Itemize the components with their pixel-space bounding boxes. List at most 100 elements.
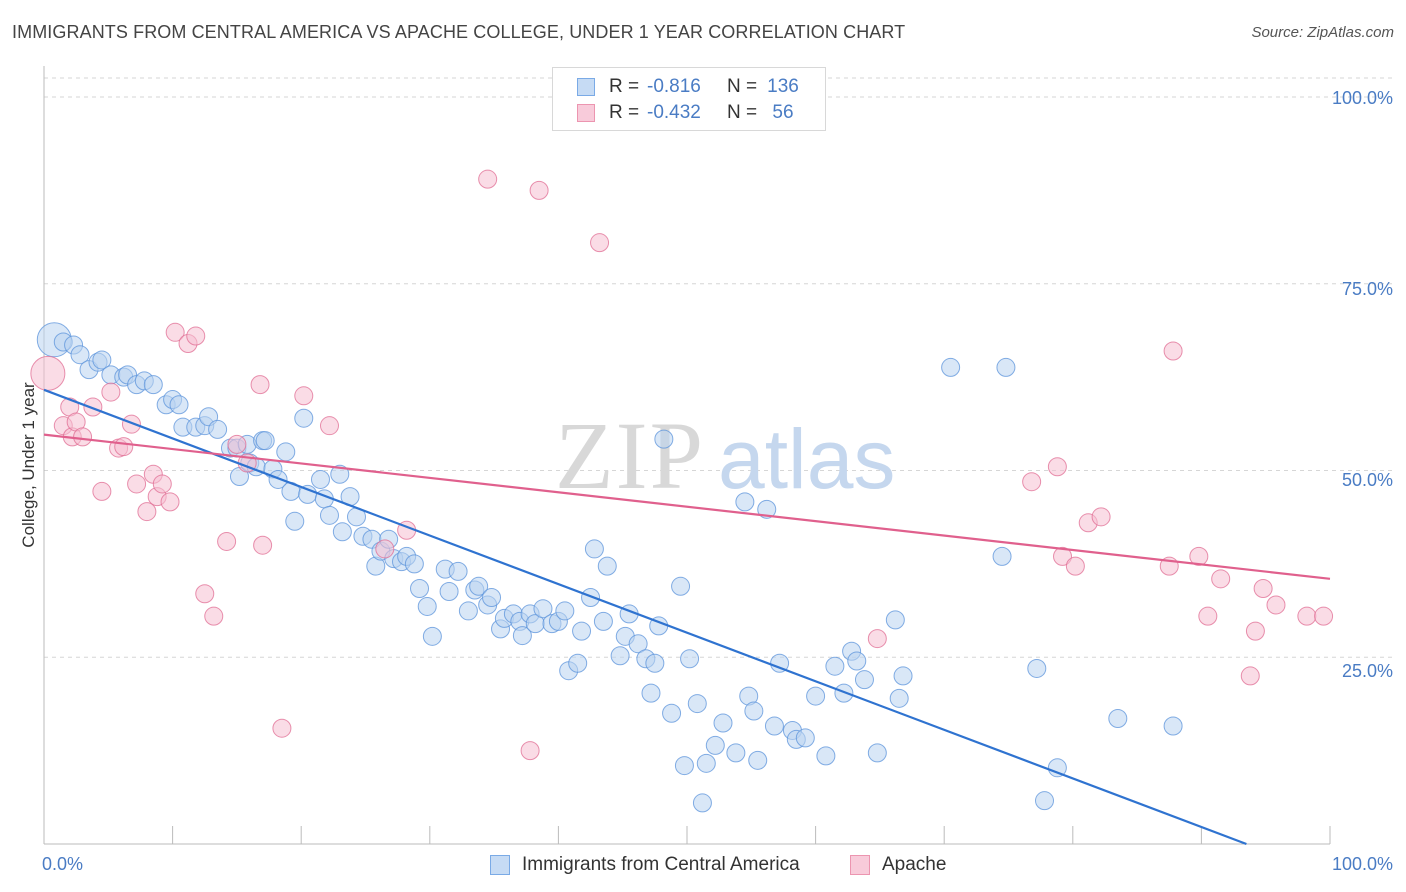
data-point-immigrants [645, 653, 665, 673]
data-point-apache [160, 492, 180, 512]
data-point-immigrants [469, 576, 489, 596]
data-point-immigrants [795, 728, 815, 748]
y-axis-label: College, Under 1 year [19, 382, 38, 548]
data-point-immigrants [593, 611, 613, 631]
data-point-immigrants [713, 713, 733, 733]
data-point-apache [250, 375, 270, 395]
trend-line-immigrants [43, 388, 1247, 846]
data-point-apache [1314, 606, 1334, 626]
data-point-immigrants [735, 492, 755, 512]
data-point-apache [227, 434, 247, 454]
series-apache-points [30, 169, 1334, 761]
gridlines [44, 77, 1392, 658]
data-point-immigrants [268, 469, 288, 489]
data-point-immigrants [748, 750, 768, 770]
legend-r-label: R = [609, 102, 640, 123]
data-point-apache [253, 535, 273, 555]
data-point-immigrants [757, 499, 777, 519]
data-point-apache [1189, 546, 1209, 566]
data-point-apache [529, 180, 549, 200]
data-point-apache [1297, 606, 1317, 626]
bottom-legend-immigrants[interactable]: Immigrants from Central America [490, 852, 800, 878]
y-tick-label-50: 50.0% [1342, 470, 1393, 490]
legend-r-label: R = [609, 76, 640, 97]
data-point-apache [92, 481, 112, 501]
data-point-immigrants [1108, 709, 1128, 729]
data-point-immigrants [439, 582, 459, 602]
data-point-apache [1198, 606, 1218, 626]
source-label: Source: ZipAtlas.com [1251, 24, 1394, 41]
data-point-immigrants [448, 561, 468, 581]
watermark-atlas: atlas [718, 412, 895, 506]
data-point-apache [217, 531, 237, 551]
correlation-legend: R = -0.816 N = 136 R = -0.432 N = 56 [552, 67, 826, 131]
data-point-immigrants [696, 753, 716, 773]
trend-line-apache [43, 433, 1331, 580]
data-point-immigrants [1027, 658, 1047, 678]
data-point-apache [867, 629, 887, 649]
data-point-apache [1065, 556, 1085, 576]
legend-row-immigrants: R = -0.816 N = 136 [577, 75, 803, 99]
series-immigrants-points [36, 322, 1183, 813]
chart-title: IMMIGRANTS FROM CENTRAL AMERICA VS APACH… [12, 22, 906, 42]
data-point-immigrants [847, 651, 867, 671]
data-point-apache [1266, 595, 1286, 615]
data-point-apache [204, 606, 224, 626]
data-point-immigrants [143, 375, 163, 395]
x-tick-label-100: 100.0% [1332, 854, 1393, 874]
data-point-immigrants [674, 756, 694, 776]
data-point-apache [294, 386, 314, 406]
data-point-immigrants [726, 743, 746, 763]
legend-n-label: N = [727, 102, 758, 123]
data-point-immigrants [404, 554, 424, 574]
data-point-apache [478, 169, 498, 189]
data-point-immigrants [816, 746, 836, 766]
data-point-immigrants [692, 793, 712, 813]
data-point-apache [137, 502, 157, 522]
data-point-immigrants [867, 743, 887, 763]
data-point-immigrants [555, 601, 575, 621]
data-point-apache [186, 326, 206, 346]
data-point-immigrants [1047, 758, 1067, 778]
data-point-apache [590, 233, 610, 253]
data-point-immigrants [1035, 791, 1055, 811]
data-point-immigrants [482, 587, 502, 607]
bottom-legend-apache[interactable]: Apache [850, 852, 946, 878]
data-point-apache [1253, 579, 1273, 599]
data-point-apache [195, 584, 215, 604]
legend-swatch-apache [577, 104, 595, 122]
axes [43, 66, 1331, 845]
data-point-apache [73, 427, 93, 447]
data-point-apache [520, 741, 540, 761]
data-point-immigrants [417, 596, 437, 616]
data-point-immigrants [458, 601, 478, 621]
data-point-immigrants [332, 522, 352, 542]
data-point-immigrants [992, 546, 1012, 566]
data-point-immigrants [825, 656, 845, 676]
legend-n-label: N = [727, 76, 758, 97]
data-point-immigrants [572, 621, 592, 641]
data-point-apache [1022, 472, 1042, 492]
data-point-immigrants [764, 716, 784, 736]
data-point-immigrants [889, 688, 909, 708]
legend-r-value: -0.816 [647, 76, 701, 97]
y-tick-label-25: 25.0% [1342, 661, 1393, 681]
data-point-apache [1211, 569, 1231, 589]
data-point-apache [319, 416, 339, 436]
data-point-immigrants [854, 670, 874, 690]
data-point-immigrants [568, 653, 588, 673]
data-point-immigrants [584, 539, 604, 559]
data-point-immigrants [893, 666, 913, 686]
data-point-immigrants [628, 634, 648, 654]
data-point-apache [272, 718, 292, 738]
data-point-immigrants [671, 576, 691, 596]
data-point-immigrants [705, 735, 725, 755]
legend-n-value: 136 [767, 76, 799, 97]
watermark: ZIP atlas [555, 402, 895, 509]
data-point-immigrants [680, 649, 700, 669]
data-point-immigrants [597, 556, 617, 576]
data-point-immigrants [662, 703, 682, 723]
data-point-apache [152, 474, 172, 494]
bottom-legend-label-apache: Apache [882, 854, 947, 875]
